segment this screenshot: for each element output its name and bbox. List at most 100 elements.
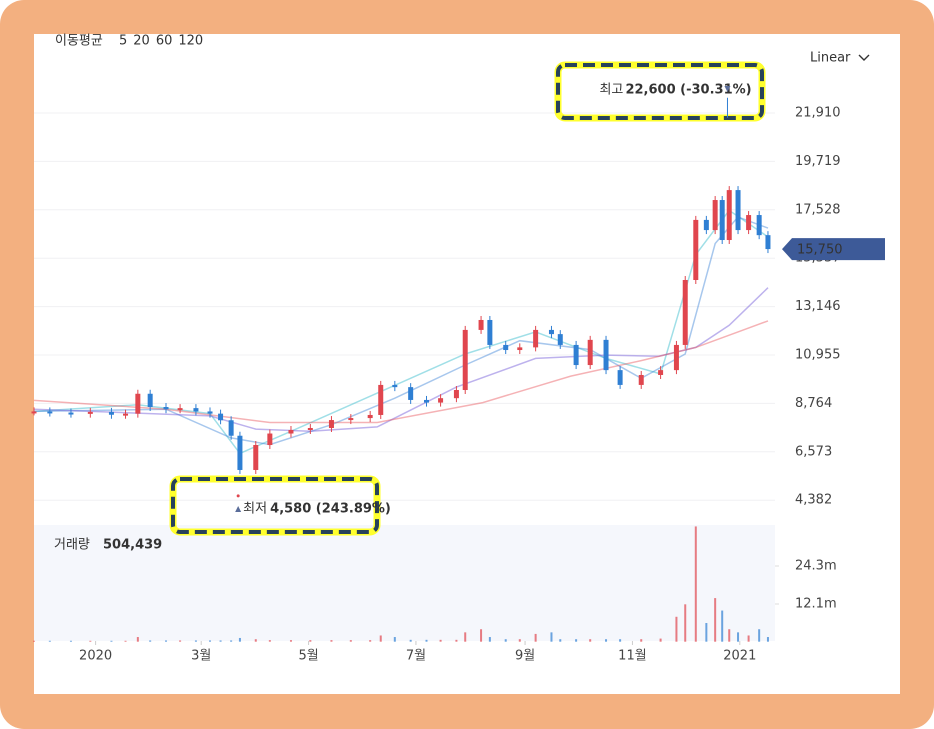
candle [533,329,539,348]
volume-bar [230,640,233,642]
volume-bar [694,526,697,642]
candle [307,428,313,431]
low-marker [236,494,240,498]
y-tick-label: 21,910 [795,105,841,120]
volume-bar [89,640,92,642]
volume-bar [705,623,708,642]
volume-bar [439,639,442,642]
volume-bar [605,639,608,642]
legend-title: 이동평균 [55,34,103,49]
candle [587,339,593,366]
volume-bar [194,640,197,642]
legend-entry: 20 [133,34,150,49]
low-title: 최저 [243,502,267,517]
volume-bar [480,629,483,642]
candle [573,344,579,366]
candle [163,407,169,410]
candle [719,200,725,241]
volume-bar [737,632,740,642]
legend-entry: 5 [119,34,127,49]
candle [673,344,679,371]
volume-bar [33,640,35,642]
candle [424,399,430,403]
volume-bar [550,632,553,642]
highlight-box [171,477,379,534]
candle [703,219,709,231]
candle [207,411,213,414]
volume-bar [758,629,761,642]
candle [712,200,718,231]
volume-bar [659,638,662,642]
volume-bar [518,639,521,642]
candle [31,411,37,414]
scale-mode[interactable]: Linear [810,51,851,66]
candle [392,384,398,388]
highlight-box [556,63,764,120]
candle [478,319,484,330]
volume-bar [488,637,491,642]
candle [288,429,294,434]
candle [408,387,414,400]
y-tick-label: 6,573 [795,444,832,459]
candle [638,374,644,385]
low-label: 4,580 (243.89%) [270,502,391,517]
volume-bar [504,639,507,642]
volume-bar [124,640,127,642]
candle [503,344,509,351]
candle [135,393,141,414]
x-tick-label: 11월 [618,649,647,664]
candle [328,420,334,429]
volume-bar [268,640,271,642]
y-tick-label: 19,719 [795,154,841,169]
dropdown-arrow[interactable] [858,54,870,61]
candle [378,384,384,415]
y-tick-label: 10,955 [795,347,841,362]
candle [147,393,153,408]
candle [177,408,183,411]
x-tick-label: 2020 [79,649,112,664]
candle [228,420,234,436]
volume-bar [455,639,458,642]
candle [237,435,243,470]
x-tick-label: 3월 [191,649,211,664]
candle [87,411,93,414]
volume-bar [254,639,257,642]
x-tick-label: 9월 [515,649,535,664]
volume-bar [721,610,724,642]
moving-average [33,287,769,433]
volume-bar [575,639,578,642]
volume-bar [149,640,152,642]
candle [735,190,741,231]
moving-average [33,320,769,424]
candle [726,190,732,241]
price-tag-label: 15,750 [797,243,843,258]
volume-bar [330,640,333,642]
candle [682,279,688,345]
price-tag [782,238,885,261]
candle [658,370,664,375]
volume-bar [110,640,113,642]
candle [756,215,762,236]
candle [517,347,523,351]
volume-bar [369,640,372,642]
candle [603,339,609,371]
volume-bar [559,639,562,642]
candle [47,411,53,414]
candle [438,398,444,403]
volume-last: 504,439 [103,538,162,553]
volume-bar [640,639,643,642]
volume-bar [219,640,222,642]
candle [68,412,74,415]
volume-bar [747,635,750,642]
volume-bar [69,640,72,642]
candle [253,445,259,470]
volume-title: 거래량 [54,538,90,553]
volume-bar [165,640,168,642]
candle [267,433,273,446]
volume-bar [289,640,292,642]
volume-bar [675,616,678,642]
x-tick-label: 5월 [298,649,318,664]
y-tick-label: 13,146 [795,299,841,314]
v-tick-label: 12.1m [795,597,837,612]
